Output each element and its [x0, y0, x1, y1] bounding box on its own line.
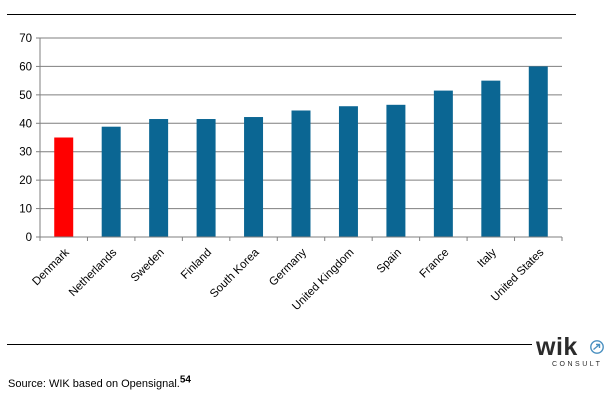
y-tick-label: 50 [19, 90, 32, 102]
bar-south-korea [244, 117, 264, 237]
bars [54, 66, 548, 238]
bar-france [433, 90, 453, 237]
x-tick-label: Germany [267, 246, 309, 288]
wik-consult-logo: wik CONSULT [532, 334, 604, 376]
y-tick-label: 10 [19, 204, 32, 216]
y-tick-labels: 0 10 20 30 40 50 60 70 [19, 33, 32, 244]
logo-wordmark: wik [536, 333, 578, 361]
axes [36, 37, 563, 241]
y-tick-label: 30 [19, 147, 32, 159]
x-tick-label: Netherlands [67, 246, 120, 299]
bar-netherlands [101, 126, 121, 237]
source-text: Source: WIK based on Opensignal. [8, 378, 180, 390]
bar-united-states [528, 66, 548, 237]
gridlines [40, 37, 562, 210]
top-rule [7, 14, 576, 15]
bottom-rule [7, 344, 576, 345]
x-tick-label: South Korea [208, 246, 262, 300]
y-tick-label: 40 [19, 118, 32, 130]
footnote-number: 54 [179, 374, 191, 386]
y-tick-label: 20 [19, 175, 32, 187]
source-note: Source: WIK based on Opensignal.54 [8, 375, 191, 391]
bar-germany [291, 110, 311, 237]
x-tick-label: Finland [179, 247, 214, 282]
y-tick-label: 0 [26, 232, 32, 244]
bar-spain [386, 104, 406, 237]
bar-denmark [54, 137, 74, 237]
x-tick-label: Spain [375, 247, 404, 276]
x-tick-label: Denmark [30, 246, 72, 288]
x-tick-label: France [418, 247, 452, 281]
logo-tagline: CONSULT [552, 361, 603, 368]
bar-united-kingdom [338, 106, 358, 237]
arrow-icon [590, 340, 604, 354]
x-tick-label: Sweden [129, 247, 167, 285]
bar-finland [196, 119, 216, 237]
bar-sweden [149, 119, 169, 237]
y-tick-label: 70 [19, 33, 32, 45]
x-tick-label: Italy [476, 246, 500, 270]
bar-italy [481, 80, 501, 238]
y-tick-label: 60 [19, 61, 32, 73]
